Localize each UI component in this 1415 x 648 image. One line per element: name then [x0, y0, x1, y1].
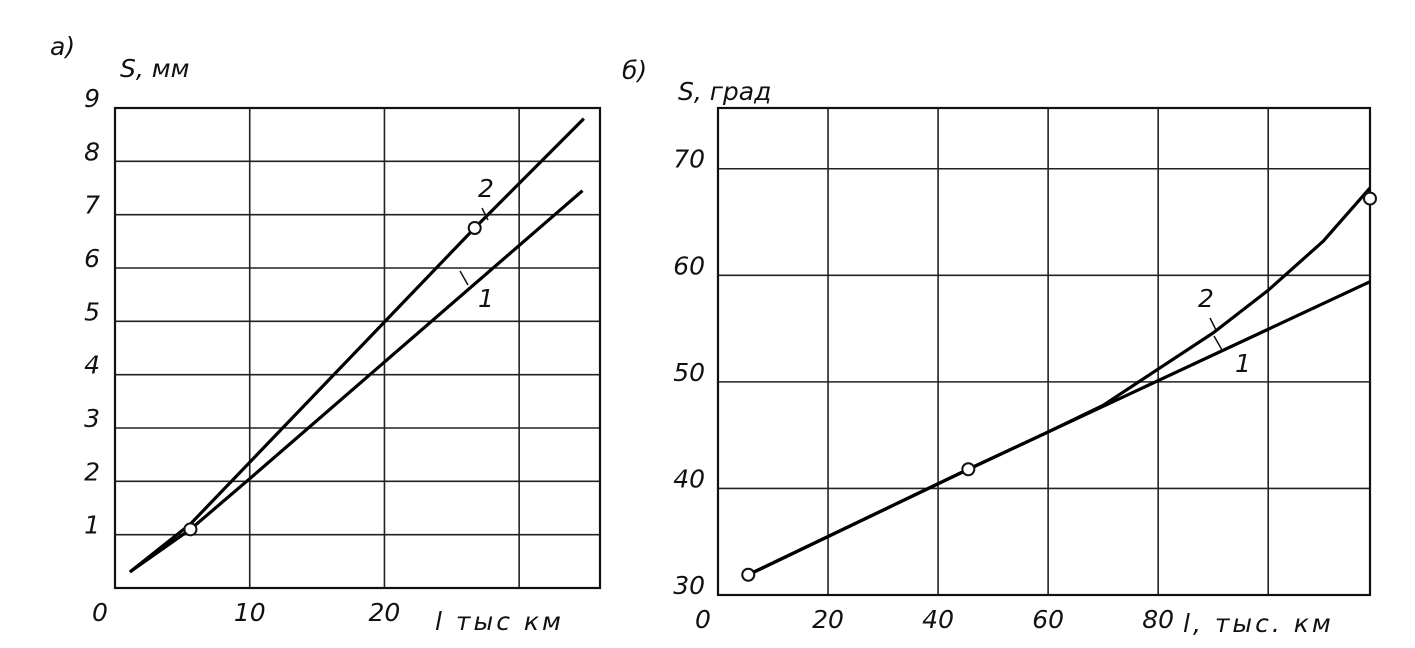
- y-tick-label: 3: [84, 404, 100, 433]
- y-tick-label: 50: [673, 358, 705, 387]
- leader-line: [459, 270, 469, 286]
- line: [747, 186, 1372, 577]
- y-axis-label: S, мм: [120, 54, 189, 83]
- leader-line: [481, 207, 489, 221]
- marker: [741, 567, 756, 582]
- y-tick-label: 8: [84, 137, 100, 166]
- x-tick-label: 40: [922, 605, 954, 634]
- leader-line: [1213, 335, 1223, 351]
- plot-frame: [113, 106, 602, 590]
- y-tick-label: 1: [84, 511, 100, 540]
- y-tick-label: 40: [673, 464, 705, 493]
- x-tick-label: 20: [812, 605, 844, 634]
- x-tick-label: 20: [369, 598, 401, 627]
- line: [128, 189, 584, 574]
- marker: [961, 462, 976, 477]
- series-label: 2: [478, 174, 494, 203]
- marker: [467, 221, 482, 235]
- series-label: 2: [1198, 284, 1214, 313]
- marker: [183, 522, 198, 537]
- y-tick-label: 7: [84, 191, 100, 220]
- x-tick-label: 60: [1032, 605, 1064, 634]
- panel-label: б): [622, 56, 647, 85]
- y-tick-label: 9: [84, 84, 100, 113]
- line: [128, 117, 585, 574]
- x-axis-label: l тыс км: [435, 607, 564, 636]
- leader-line: [1209, 317, 1217, 331]
- x-tick-label: 10: [234, 598, 266, 627]
- series-label: 1: [1235, 349, 1251, 378]
- y-tick-label: 5: [84, 297, 100, 326]
- y-tick-label: 2: [84, 457, 100, 486]
- y-tick-label: 70: [673, 145, 705, 174]
- y-tick-label: 30: [673, 571, 705, 600]
- x-tick-label: 0: [695, 605, 711, 634]
- y-tick-label: 4: [84, 351, 100, 380]
- x-tick-label: 0: [92, 598, 108, 627]
- y-tick-label: 60: [673, 251, 705, 280]
- y-tick-label: 6: [84, 244, 100, 273]
- y-axis-label: S, град: [678, 77, 771, 106]
- x-axis-label: l, тыс. км: [1183, 609, 1334, 638]
- panel-label: а): [50, 32, 75, 61]
- series-label: 1: [478, 284, 494, 313]
- x-tick-label: 80: [1142, 605, 1174, 634]
- marker: [1363, 191, 1377, 206]
- plot-frame: [716, 106, 1372, 597]
